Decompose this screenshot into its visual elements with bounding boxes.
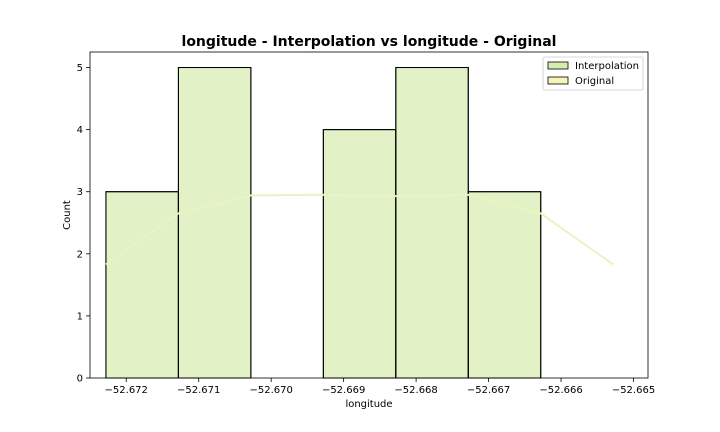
kde-group	[105, 193, 614, 266]
y-tick-label: 5	[77, 63, 83, 74]
plot-frame	[89, 51, 649, 379]
legend-swatch-original	[547, 76, 569, 85]
x-tick-label: −52.669	[322, 385, 365, 396]
x-ticks: −52.672 −52.671 −52.670 −52.669 −52.668 −52.6…	[105, 378, 655, 396]
legend-label-interpolation: Interpolation	[575, 61, 639, 72]
y-ticks: 0 1 2 3 4 5	[77, 63, 90, 385]
chart-title: longitude - Interpolation vs longitude -…	[182, 34, 557, 50]
legend-swatch-interpolation	[547, 61, 569, 70]
x-tick-label: −52.668	[394, 385, 437, 396]
bar-interpolation-1	[177, 67, 252, 379]
x-tick-label: −52.670	[249, 385, 292, 396]
y-tick-label: 1	[77, 311, 83, 322]
x-tick-label: −52.665	[612, 385, 655, 396]
x-tick-label: −52.671	[177, 385, 220, 396]
legend-label-original: Original	[575, 76, 614, 87]
bars-group	[105, 67, 542, 379]
bar-interpolation-4	[395, 67, 469, 379]
y-tick-label: 2	[77, 249, 83, 260]
y-tick-label: 3	[77, 187, 83, 198]
y-axis-label: Count	[62, 200, 73, 230]
x-tick-label: −52.667	[467, 385, 510, 396]
x-tick-label: −52.672	[105, 385, 148, 396]
y-tick-label: 0	[77, 374, 83, 385]
kde-line	[105, 193, 614, 266]
x-axis-label: longitude	[345, 399, 392, 410]
y-tick-label: 4	[77, 125, 83, 136]
x-tick-label: −52.666	[539, 385, 582, 396]
bar-interpolation-3	[322, 129, 397, 379]
bar-interpolation-0	[105, 191, 179, 379]
bar-interpolation-5	[467, 191, 542, 379]
legend: Interpolation Original	[542, 56, 644, 91]
